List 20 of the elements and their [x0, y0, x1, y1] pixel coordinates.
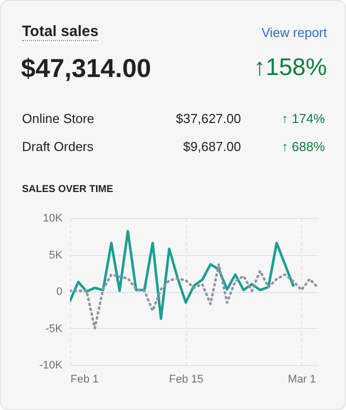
text: View report	[261, 25, 327, 40]
text: Draft Orders	[22, 139, 94, 154]
y-tick-label: -5K	[45, 322, 64, 335]
text: $37,627.00	[176, 111, 241, 126]
line-series	[70, 230, 294, 320]
x-tick-label: Feb 1	[70, 374, 99, 386]
y-tick-label: 10K	[42, 212, 64, 224]
text: Total sales	[22, 23, 98, 41]
text: $9,687.00	[183, 139, 241, 154]
chart-title: SALES OVER TIME	[22, 184, 114, 195]
text: ↑ 174%	[282, 111, 325, 126]
text: ↑ 688%	[282, 139, 325, 154]
x-tick-label: Feb 15	[169, 374, 204, 386]
y-tick-label: 0	[56, 286, 62, 298]
text: $47,314.00	[21, 53, 152, 84]
text: Online Store	[22, 111, 94, 126]
y-tick-label: 5K	[49, 249, 64, 262]
y-tick-label: -10K	[39, 360, 64, 372]
x-tick-label: Mar 1	[288, 374, 316, 386]
text: ↑158%	[254, 54, 327, 82]
